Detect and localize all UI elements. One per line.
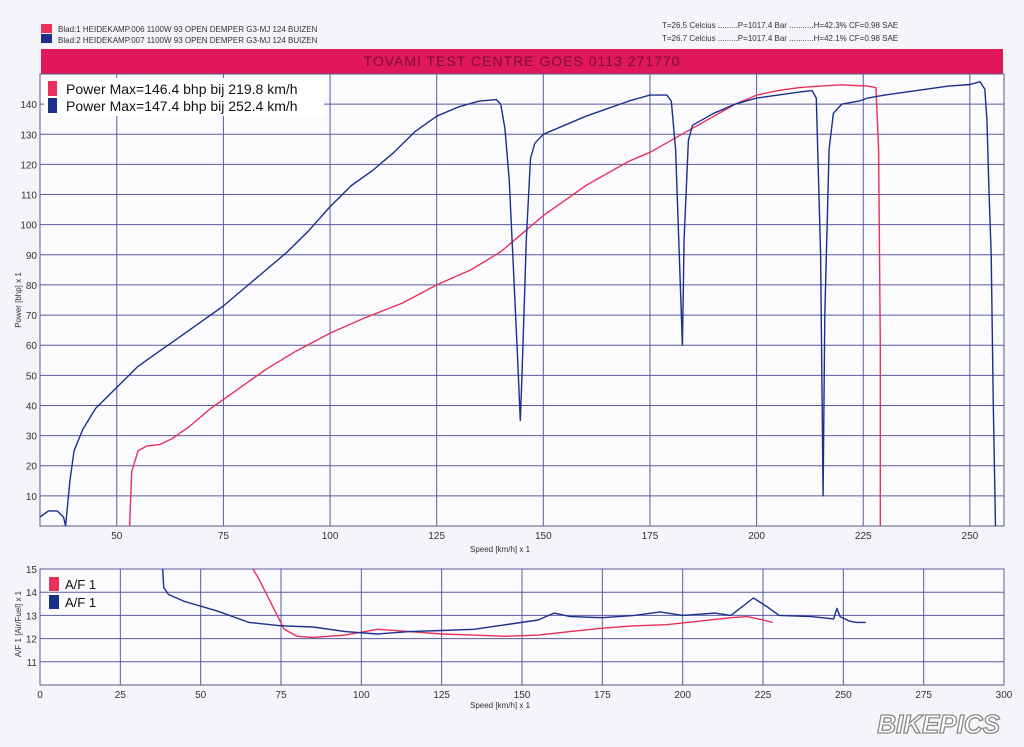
power-grid (40, 74, 1004, 526)
run1-label: Blad:1 HEIDEKAMP.006 1100W 93 OPEN DEMPE… (58, 25, 318, 34)
af-y-tick: 11 (27, 658, 38, 669)
af-x-tick: 275 (915, 690, 932, 701)
af-grid (39, 568, 1005, 685)
power-y-tick: 60 (26, 341, 38, 352)
power-chart: 50 75 100 125 150 175 200 225 250 10 20 30 40 50 60 70 8… (14, 73, 1005, 554)
legend-af-run1: A/F 1 (65, 577, 96, 592)
power-y-tick: 70 (26, 311, 38, 322)
run2-label: Blad:2 HEIDEKAMP.007 1100W 93 OPEN DEMPE… (58, 36, 318, 45)
power-x-tick: 250 (962, 531, 979, 542)
power-y-tick: 10 (26, 492, 38, 503)
legend-power-run2: Power Max=147.4 bhp bij 252.4 km/h (66, 98, 298, 114)
run1-swatch (41, 24, 52, 33)
af-x-tick: 0 (37, 690, 43, 701)
power-legend: Power Max=146.4 bhp bij 219.8 km/h Power… (44, 78, 324, 116)
power-x-tick: 125 (428, 531, 445, 542)
banner: TOVAMI TEST CENTRE GOES 0113 271770 (41, 49, 1003, 74)
power-y-tick: 100 (20, 221, 37, 232)
af-chart: 0 25 50 75 100 125 150 175 200 225 250 275 300 11 12 13… (14, 565, 1013, 710)
af-x-tick: 175 (594, 690, 611, 701)
power-series (40, 81, 997, 526)
legend-swatch-run1 (48, 81, 57, 96)
run-header: Blad:1 HEIDEKAMP.006 1100W 93 OPEN DEMPE… (41, 21, 898, 45)
af-x-tick: 250 (835, 690, 852, 701)
power-y-tick: 90 (26, 251, 38, 262)
af-tick-labels: 0 25 50 75 100 125 150 175 200 225 250 275 300 11 12 13… (26, 565, 1013, 701)
af-x-tick: 150 (514, 690, 531, 701)
af-y-tick: 13 (26, 611, 38, 622)
power-x-tick: 200 (748, 531, 765, 542)
power-y-tick: 50 (26, 371, 38, 382)
power-y-tick: 20 (26, 462, 38, 473)
af-series (162, 569, 866, 639)
af-y-tick: 12 (26, 635, 38, 646)
run2-swatch (41, 34, 52, 43)
af-series-line-2 (162, 569, 866, 635)
power-y-tick: 140 (20, 100, 37, 111)
power-y-tick: 130 (20, 130, 37, 141)
run2-conditions: T=26.7 Celcius .........P=1017.4 Bar ...… (662, 34, 898, 43)
legend-af-run2: A/F 1 (65, 595, 96, 610)
power-series-line-2 (40, 81, 997, 526)
run1-conditions: T=26.5 Celcius .........P=1017.4 Bar ...… (662, 21, 898, 30)
power-x-tick: 175 (642, 531, 659, 542)
power-plot-area (39, 73, 1005, 527)
power-legend-box (44, 78, 324, 116)
power-y-tick: 30 (26, 432, 38, 443)
power-tick-labels: 50 75 100 125 150 175 200 225 250 10 20 30 40 50 60 70 8… (20, 100, 978, 542)
af-legend-swatch-run2 (49, 595, 59, 609)
banner-text: TOVAMI TEST CENTRE GOES 0113 271770 (364, 53, 681, 69)
power-y-tick: 110 (21, 191, 37, 202)
af-x-tick: 100 (353, 690, 370, 701)
power-series-line-1 (128, 84, 881, 526)
power-x-tick: 150 (535, 531, 552, 542)
af-x-tick: 300 (996, 690, 1013, 701)
watermark-logo: BIKEPICS (877, 709, 1000, 739)
power-y-tick: 80 (26, 281, 38, 292)
af-y-tick: 15 (26, 565, 38, 576)
power-y-tick: 40 (26, 401, 38, 412)
legend-swatch-run2 (48, 98, 57, 113)
power-x-tick: 225 (855, 531, 872, 542)
legend-power-run1: Power Max=146.4 bhp bij 219.8 km/h (66, 81, 298, 97)
af-series-line-1 (252, 569, 773, 639)
af-x-tick: 25 (115, 690, 127, 701)
af-x-tick: 50 (195, 690, 207, 701)
af-x-tick: 200 (674, 690, 691, 701)
power-y-tick: 120 (20, 160, 37, 171)
af-legend-swatch-run1 (49, 577, 59, 591)
power-x-tick: 75 (218, 531, 230, 542)
power-x-tick: 50 (111, 531, 123, 542)
af-x-tick: 75 (275, 690, 287, 701)
power-y-axis-label: Power [bhp] x 1 (14, 272, 23, 328)
af-legend: A/F 1 A/F 1 (49, 577, 96, 610)
banner-bar (41, 49, 1003, 74)
af-y-tick: 14 (26, 588, 38, 599)
af-x-tick: 225 (755, 690, 772, 701)
af-x-axis-label: Speed [km/h] x 1 (470, 701, 531, 710)
af-x-tick: 125 (433, 690, 450, 701)
power-x-axis-label: Speed [km/h] x 1 (470, 545, 531, 554)
power-x-tick: 100 (322, 531, 339, 542)
af-y-axis-label: A/F 1 [Air/Fuel] x 1 (14, 590, 23, 657)
